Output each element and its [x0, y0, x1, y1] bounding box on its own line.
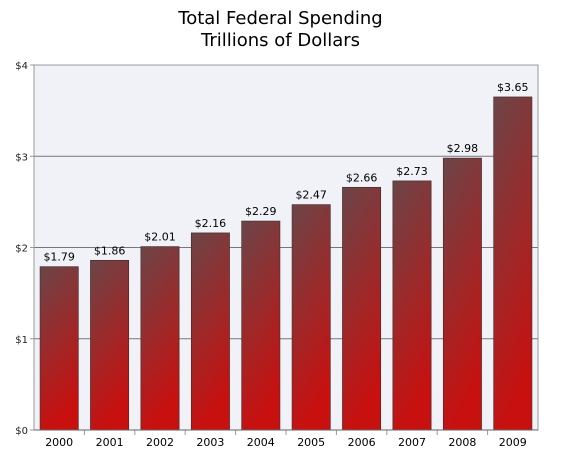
bar-2008 [442, 157, 482, 431]
data-label-2007: $2.73 [396, 165, 428, 178]
chart-title: Total Federal Spending [178, 8, 383, 29]
bars [39, 96, 533, 431]
x-tick-label-2003: 2003 [196, 436, 224, 449]
x-tick-label-2002: 2002 [146, 436, 174, 449]
y-axis-ticks: $0 $1 $2 $3 $4 [15, 61, 34, 437]
x-tick-label-2006: 2006 [348, 436, 376, 449]
axes [33, 64, 539, 431]
data-label-2009: $3.65 [497, 81, 529, 94]
data-label-2005: $2.47 [295, 189, 327, 202]
data-label-2001: $1.86 [94, 244, 126, 257]
data-label-2006: $2.66 [346, 171, 378, 184]
data-label-2002: $2.01 [144, 231, 176, 244]
x-tick-label-2000: 2000 [45, 436, 73, 449]
x-tick-label-2001: 2001 [96, 436, 124, 449]
chart-title-block: Total Federal Spending Trillions of Doll… [0, 8, 561, 52]
x-tick-label-2005: 2005 [297, 436, 325, 449]
bar-2006 [342, 186, 382, 431]
x-tick-label-2004: 2004 [247, 436, 275, 449]
y-tick-label: $3 [15, 152, 28, 163]
y-tick-label: $0 [15, 426, 28, 437]
bar-2001 [90, 259, 130, 431]
data-label-2004: $2.29 [245, 205, 277, 218]
y-tick-label: $4 [15, 61, 28, 72]
bar-2009 [493, 96, 533, 431]
x-tick-label-2009: 2009 [499, 436, 527, 449]
bar-2007 [392, 180, 432, 431]
bar-2000 [39, 266, 79, 431]
bar-2004 [241, 220, 281, 431]
x-tick-label-2007: 2007 [398, 436, 426, 449]
bar-2003 [190, 232, 230, 431]
data-label-2003: $2.16 [195, 217, 227, 230]
data-labels: $1.79 $1.86 $2.01 $2.16 $2.29 $2.47 $2.66 $2.73… [43, 81, 528, 264]
y-tick-label: $2 [15, 244, 28, 255]
bar-2005 [291, 204, 331, 431]
x-tick-label-2008: 2008 [448, 436, 476, 449]
data-label-2000: $1.79 [43, 251, 75, 264]
y-tick-label: $1 [15, 335, 28, 346]
bar-2002 [140, 246, 180, 431]
data-label-2008: $2.98 [447, 142, 479, 155]
x-axis-ticks: 2000 2001 2002 2003 2004 2005 2006 2007 2008 2009 [45, 430, 527, 449]
chart-subtitle: Trillions of Dollars [200, 30, 361, 51]
